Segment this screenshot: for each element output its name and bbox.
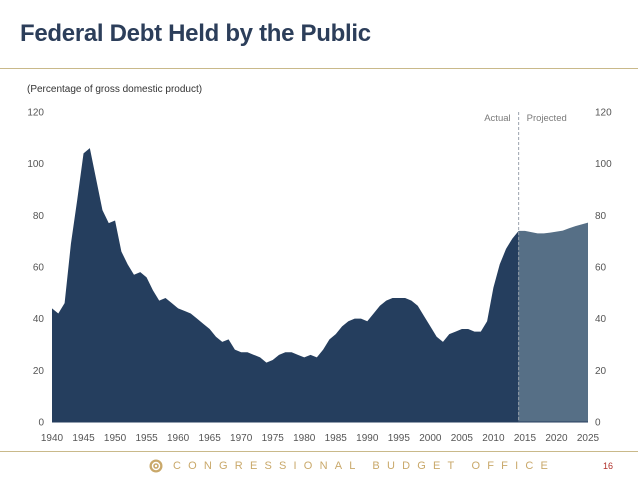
x-tick-1975: 1975 [262, 433, 285, 444]
x-tick-1995: 1995 [388, 433, 411, 444]
x-tick-2025: 2025 [577, 433, 600, 444]
slide-title: Federal Debt Held by the Public [20, 20, 371, 47]
series-area-actual [52, 148, 519, 422]
y-tick-right-0: 0 [595, 418, 601, 429]
chart-subtitle: (Percentage of gross domestic product) [27, 84, 203, 95]
y-tick-left-100: 100 [27, 159, 44, 170]
x-tick-1945: 1945 [72, 433, 95, 444]
y-tick-left-40: 40 [33, 314, 45, 325]
x-tick-2005: 2005 [451, 433, 474, 444]
footer-divider [0, 451, 638, 452]
footer-agency-name: CONGRESSIONAL BUDGET OFFICE [173, 460, 556, 472]
y-tick-left-0: 0 [38, 418, 44, 429]
series-area-projected [518, 222, 588, 422]
x-tick-1970: 1970 [230, 433, 253, 444]
x-tick-1950: 1950 [104, 433, 127, 444]
y-tick-right-120: 120 [595, 108, 612, 119]
y-tick-right-100: 100 [595, 159, 612, 170]
x-tick-1960: 1960 [167, 433, 190, 444]
y-tick-right-60: 60 [595, 263, 607, 274]
x-tick-1940: 1940 [41, 433, 64, 444]
cbo-logo-icon [149, 459, 163, 473]
page-number: 16 [602, 461, 613, 471]
x-tick-2020: 2020 [545, 433, 568, 444]
x-tick-1955: 1955 [135, 433, 158, 444]
y-tick-right-20: 20 [595, 366, 607, 377]
x-tick-2010: 2010 [482, 433, 505, 444]
x-tick-1965: 1965 [199, 433, 222, 444]
y-tick-left-120: 120 [27, 108, 44, 119]
x-tick-2000: 2000 [419, 433, 442, 444]
y-tick-right-40: 40 [595, 314, 607, 325]
title-divider [0, 68, 638, 69]
x-tick-2015: 2015 [514, 433, 537, 444]
annotation-projected: Projected [527, 113, 567, 124]
x-tick-1990: 1990 [356, 433, 379, 444]
y-tick-left-80: 80 [33, 211, 45, 222]
annotation-actual: Actual [484, 113, 510, 124]
y-tick-left-60: 60 [33, 263, 45, 274]
x-tick-1985: 1985 [325, 433, 348, 444]
y-tick-right-80: 80 [595, 211, 607, 222]
x-tick-1980: 1980 [293, 433, 316, 444]
y-tick-left-20: 20 [33, 366, 45, 377]
